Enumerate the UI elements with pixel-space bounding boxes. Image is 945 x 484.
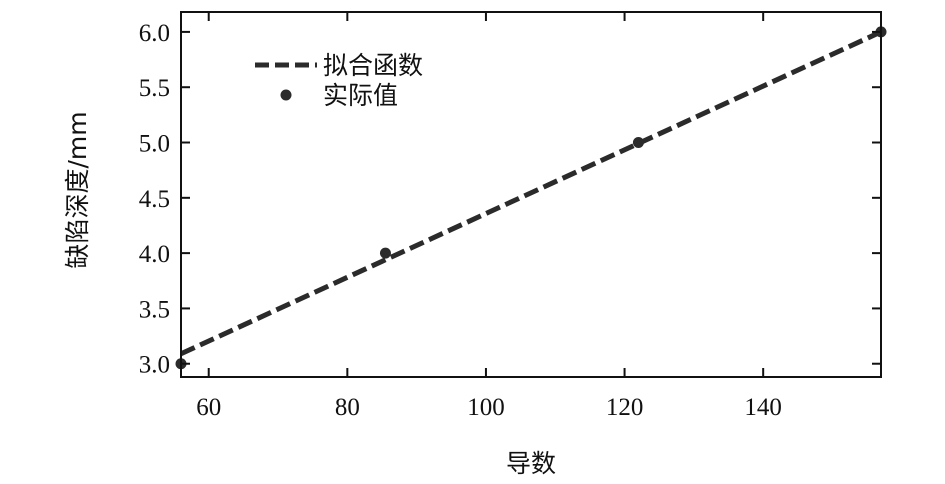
plot-frame bbox=[180, 11, 882, 378]
legend-actual-label: 实际值 bbox=[323, 81, 398, 110]
x-tick-label: 60 bbox=[196, 394, 221, 421]
x-tick-label: 120 bbox=[606, 394, 644, 421]
y-axis-title: 缺陷深度/mm bbox=[63, 111, 92, 268]
y-tick-label: 3.5 bbox=[139, 296, 170, 323]
x-tick-label: 100 bbox=[467, 394, 505, 421]
y-tick-label: 5.0 bbox=[139, 131, 170, 158]
legend: 拟合函数 实际值 bbox=[255, 51, 423, 110]
y-tick-label: 5.5 bbox=[139, 75, 170, 102]
x-axis-title: 导数 bbox=[506, 449, 556, 478]
legend-fit-label: 拟合函数 bbox=[323, 51, 423, 80]
fit-line bbox=[179, 29, 883, 357]
plot-area bbox=[175, 26, 887, 370]
y-tick-label: 6.0 bbox=[139, 20, 170, 47]
y-tick-label: 4.0 bbox=[139, 241, 170, 268]
x-tick-label: 80 bbox=[335, 394, 360, 421]
data-point bbox=[379, 247, 391, 259]
y-tick-label: 4.5 bbox=[139, 186, 170, 213]
data-point bbox=[632, 137, 644, 149]
x-tick-label: 140 bbox=[744, 394, 782, 421]
legend-actual-marker bbox=[280, 89, 292, 101]
axes: 60 80 100 120 140 3.0 3.5 4.0 4.5 5.0 5.5 6.0 bbox=[139, 11, 882, 421]
y-tick-label: 3.0 bbox=[139, 352, 170, 379]
